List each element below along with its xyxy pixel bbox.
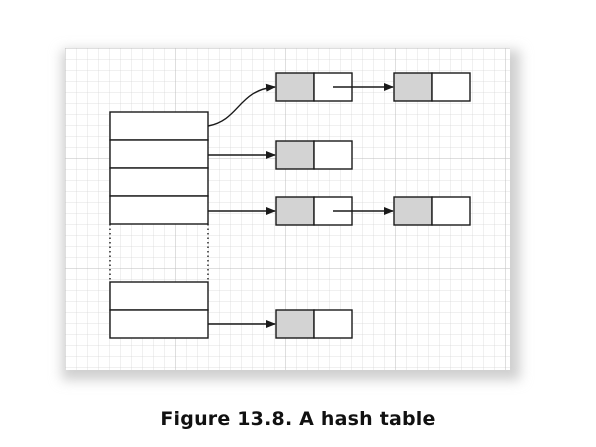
hash-table-array-bottom — [109, 281, 209, 339]
node-next — [313, 309, 353, 339]
node-next — [431, 72, 471, 102]
bucket-2 — [109, 139, 209, 169]
node-key — [275, 140, 315, 170]
chain-bucket-2 — [208, 140, 353, 170]
bucket-4 — [109, 195, 209, 225]
chain-bucket-4 — [208, 196, 471, 226]
bucket-6 — [109, 309, 209, 339]
chain-bucket-6 — [208, 309, 353, 339]
node — [275, 140, 353, 170]
bucket-5 — [109, 281, 209, 311]
figure-caption: Figure 13.8. A hash table — [160, 408, 436, 430]
hash-table-array — [109, 111, 209, 225]
node — [393, 72, 471, 102]
bucket-3 — [109, 167, 209, 197]
chain-bucket-1 — [207, 72, 471, 127]
node-key — [275, 309, 315, 339]
bucket-1 — [109, 111, 209, 141]
node-next — [431, 196, 471, 226]
node-key — [393, 196, 433, 226]
node — [275, 72, 353, 102]
node — [275, 309, 353, 339]
node — [393, 196, 471, 226]
node-key — [393, 72, 433, 102]
curved-arrow — [207, 83, 276, 127]
node-key — [275, 72, 315, 102]
table-gap — [109, 224, 209, 282]
hash-table-diagram — [62, 48, 520, 380]
node-key — [275, 196, 315, 226]
node-next — [313, 140, 353, 170]
